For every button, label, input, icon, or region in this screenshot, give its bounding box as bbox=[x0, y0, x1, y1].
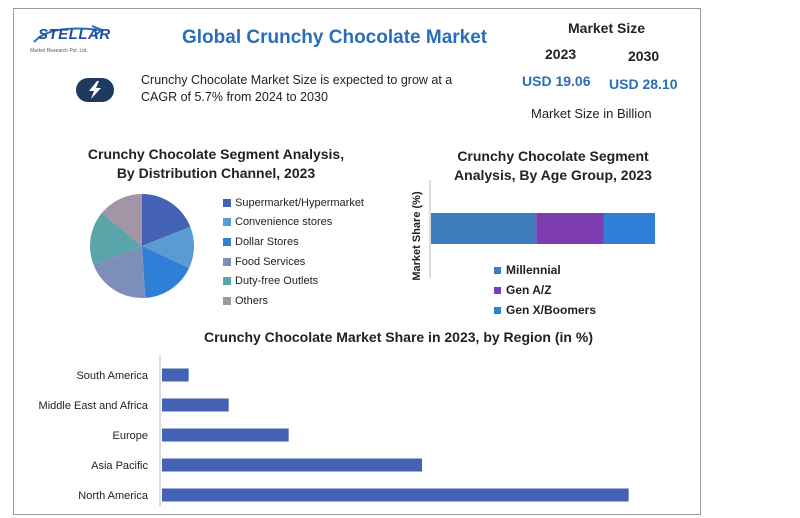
pie-legend-item: Others bbox=[223, 291, 364, 311]
page-title: Global Crunchy Chocolate Market bbox=[182, 27, 488, 48]
region-bar-north-america bbox=[162, 488, 629, 502]
pie-slice-convenience-stores bbox=[142, 226, 194, 269]
pie-legend: Supermarket/Hypermarket Convenience store… bbox=[223, 193, 364, 311]
pie-slice-food-services bbox=[93, 246, 146, 298]
legend-label: Others bbox=[235, 294, 269, 307]
region-chart-title: Crunchy Chocolate Market Share in 2023, … bbox=[204, 329, 593, 345]
legend-swatch bbox=[223, 257, 231, 266]
lightning-icon bbox=[89, 81, 101, 99]
age-title-line-1: Crunchy Chocolate Segment bbox=[457, 148, 649, 164]
age-legend: Millennial Gen A/Z Gen X/Boomers bbox=[494, 260, 596, 320]
region-tick-label: Middle East and Africa bbox=[39, 400, 149, 412]
age-legend-item: Gen A/Z bbox=[494, 280, 596, 300]
legend-swatch bbox=[223, 218, 231, 227]
region-tick-label: Asia Pacific bbox=[91, 460, 148, 472]
market-size-value-2030: USD 28.10 bbox=[609, 76, 678, 92]
market-size-value-2023: USD 19.06 bbox=[522, 73, 591, 89]
region-tick-label: Europe bbox=[113, 430, 148, 442]
logo-text: STELLAR bbox=[38, 26, 111, 43]
pie-legend-item: Food Services bbox=[223, 252, 364, 272]
age-chart-title: Crunchy Chocolate Segment Analysis, By A… bbox=[446, 147, 660, 185]
pie-title-line-1: Crunchy Chocolate Segment Analysis, bbox=[87, 146, 345, 162]
pie-title-line-2: By Distribution Channel, 2023 bbox=[116, 165, 316, 181]
legend-swatch bbox=[223, 277, 231, 286]
growth-description: Crunchy Chocolate Market Size is expecte… bbox=[141, 73, 453, 104]
legend-swatch bbox=[223, 237, 231, 246]
pie-slice-dollar-stores bbox=[142, 246, 190, 298]
age-bar-segment-gen-x-boomers bbox=[603, 213, 655, 244]
age-legend-item: Millennial bbox=[494, 260, 596, 280]
legend-swatch bbox=[494, 266, 501, 274]
region-bar-chart: South America Middle East and Africa Europ… bbox=[39, 356, 629, 506]
region-tick-label: South America bbox=[76, 370, 148, 382]
region-tick-label: North America bbox=[78, 490, 149, 502]
legend-label: Gen X/Boomers bbox=[506, 303, 597, 317]
age-chart-y-axis-title: Market Share (%) bbox=[411, 191, 423, 281]
pie-legend-item: Supermarket/Hypermarket bbox=[223, 193, 364, 213]
age-title-line-2: Analysis, By Age Group, 2023 bbox=[454, 167, 652, 183]
age-group-stacked-bar bbox=[429, 180, 655, 278]
legend-label: Supermarket/Hypermarket bbox=[235, 196, 364, 209]
legend-label: Dollar Stores bbox=[235, 235, 299, 248]
market-size-year-2030: 2030 bbox=[628, 48, 660, 64]
legend-label: Convenience stores bbox=[235, 216, 333, 229]
region-bar-asia-pacific bbox=[162, 458, 422, 472]
legend-swatch bbox=[223, 198, 231, 207]
age-legend-item: Gen X/Boomers bbox=[494, 300, 596, 320]
legend-label: Millennial bbox=[506, 263, 561, 277]
pie-slice-supermarket-hypermarket bbox=[142, 194, 191, 246]
legend-label: Duty-free Outlets bbox=[235, 275, 319, 288]
pie-slice-duty-free-outlets bbox=[90, 212, 142, 266]
region-bar-europe bbox=[162, 428, 289, 442]
logo-subtitle: Market Research Pvt. Ltd. bbox=[30, 48, 88, 54]
legend-swatch bbox=[223, 296, 231, 305]
market-size-title: Market Size bbox=[568, 20, 646, 36]
pie-slice-others bbox=[101, 194, 142, 246]
pie-legend-item: Convenience stores bbox=[223, 213, 364, 233]
distribution-pie-chart bbox=[90, 194, 194, 298]
legend-swatch bbox=[494, 306, 501, 314]
region-bar-south-america bbox=[162, 368, 189, 382]
pie-legend-item: Duty-free Outlets bbox=[223, 271, 364, 291]
legend-swatch bbox=[494, 286, 501, 294]
market-size-year-2023: 2023 bbox=[545, 46, 577, 62]
market-size-unit: Market Size in Billion bbox=[531, 106, 652, 121]
age-bar-segment-gen-a-z bbox=[536, 213, 604, 244]
infographic-frame bbox=[13, 8, 701, 515]
pie-legend-item: Dollar Stores bbox=[223, 232, 364, 252]
lightning-badge bbox=[76, 78, 114, 102]
region-bar-middle-east-and-africa bbox=[162, 398, 229, 412]
pie-chart-title: Crunchy Chocolate Segment Analysis, By D… bbox=[82, 145, 350, 183]
logo-swoosh-icon bbox=[33, 25, 105, 43]
legend-label: Gen A/Z bbox=[506, 283, 552, 297]
stellar-logo: STELLAR Market Research Pvt. Ltd. bbox=[30, 22, 111, 56]
age-bar-segment-millennial bbox=[431, 213, 537, 244]
legend-label: Food Services bbox=[235, 255, 306, 268]
